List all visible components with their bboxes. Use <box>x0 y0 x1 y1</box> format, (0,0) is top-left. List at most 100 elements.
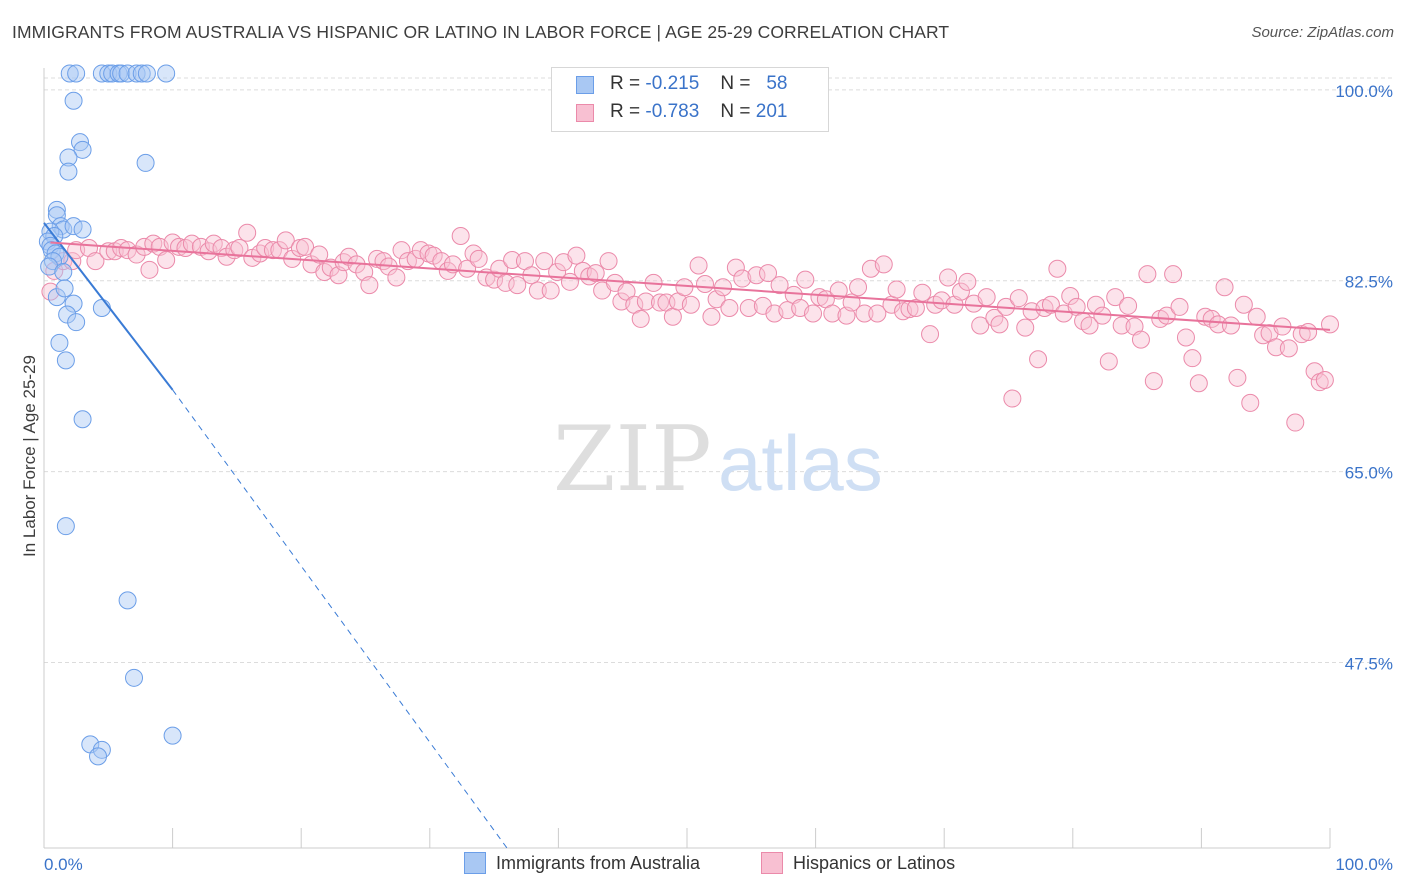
hispanic-point <box>1247 307 1266 326</box>
hispanic-point <box>1099 352 1118 371</box>
hispanic-point <box>804 304 823 323</box>
y-tick-label: 65.0% <box>1345 464 1393 483</box>
hispanic-point <box>829 281 848 300</box>
hispanic-point <box>770 276 789 295</box>
australia-point <box>64 91 83 110</box>
hispanic-point <box>631 309 650 328</box>
australia-trend-extension <box>172 389 508 849</box>
hispanic-point <box>874 255 893 274</box>
australia-point <box>58 305 77 324</box>
australia-point <box>67 313 86 332</box>
hispanic-point <box>796 270 815 289</box>
hispanic-point <box>681 295 700 314</box>
hispanic-point <box>157 251 176 269</box>
trend-lines <box>43 222 1331 849</box>
hispanic-point <box>392 241 411 260</box>
hispanic-point <box>1144 372 1163 391</box>
legend-swatch-pink <box>576 104 594 122</box>
bottom-legend-swatch-pink <box>761 852 783 874</box>
hispanic-point <box>1119 296 1138 315</box>
hispanic-point <box>1138 265 1157 284</box>
australia-point <box>137 64 156 83</box>
hispanic-point <box>528 281 547 300</box>
hispanic-point <box>1209 315 1228 334</box>
hispanic-point <box>1266 338 1285 357</box>
watermark-atlas: atlas <box>718 419 883 507</box>
hispanic-point <box>535 252 554 271</box>
hispanic-point <box>443 255 462 274</box>
australia-point <box>67 64 86 83</box>
hispanic-point <box>451 227 470 245</box>
hispanic-point <box>1029 350 1048 369</box>
legend-r-label: R = <box>610 73 641 94</box>
hispanic-point <box>977 288 996 307</box>
hispanic-point <box>1170 297 1189 316</box>
hispanic-point <box>1215 278 1234 297</box>
hispanic-point <box>1241 393 1260 412</box>
hispanic-point <box>230 239 249 257</box>
hispanic-point <box>810 288 829 307</box>
legend-swatch-blue <box>576 76 594 94</box>
hispanic-point <box>541 281 560 300</box>
hispanic-trend-line <box>50 241 1331 331</box>
hispanic-point <box>296 237 315 256</box>
australia-trend-line <box>43 222 174 391</box>
hispanic-point <box>1286 413 1305 432</box>
hispanic-point <box>951 282 970 301</box>
legend-r-label: R = <box>610 101 641 122</box>
hispanic-point <box>1131 330 1150 349</box>
australia-point <box>136 153 155 172</box>
hispanic-point <box>720 299 739 317</box>
hispanic-point <box>217 247 236 266</box>
hispanic-point <box>1228 368 1247 387</box>
axes <box>43 68 1331 849</box>
hispanic-point <box>360 276 379 295</box>
australia-point <box>99 64 118 83</box>
hispanic-point <box>990 315 1009 334</box>
chart-title: IMMIGRANTS FROM AUSTRALIA VS HISPANIC OR… <box>12 22 950 42</box>
hispanic-point <box>1125 317 1144 336</box>
tick-labels: 100.0% 82.5% 65.0% 47.5% 0.0% 100.0% <box>44 82 1393 874</box>
hispanic-point <box>739 299 758 317</box>
hispanic-point <box>1189 374 1208 393</box>
legend-r-value: -0.215 <box>645 73 700 94</box>
australia-point <box>103 64 122 83</box>
hispanic-point <box>1292 325 1311 344</box>
y-tick-label: 100.0% <box>1335 82 1393 101</box>
hispanic-point <box>958 272 977 291</box>
hispanic-point <box>913 283 932 302</box>
australia-point <box>64 294 83 313</box>
x-tick-label: 0.0% <box>44 855 83 874</box>
hispanic-point <box>747 266 766 285</box>
hispanic-point <box>823 304 842 323</box>
australia-point <box>89 747 108 766</box>
x-tick-label: 100.0% <box>1335 855 1393 874</box>
hispanic-point <box>1061 287 1080 305</box>
hispanic-point <box>636 292 655 311</box>
australia-point <box>163 726 182 745</box>
legend-n-label: N = <box>720 101 751 122</box>
hispanic-point <box>276 231 295 250</box>
source-label: Source: ZipAtlas.com <box>1251 24 1394 41</box>
y-tick-label: 82.5% <box>1345 273 1393 292</box>
hispanic-point <box>855 304 874 323</box>
hispanic-point <box>1299 323 1318 341</box>
hispanic-point <box>140 260 159 279</box>
hispanic-point <box>586 264 605 283</box>
hispanic-point <box>127 245 146 264</box>
hispanic-point <box>939 268 958 287</box>
hispanic-point <box>1234 295 1253 314</box>
hispanic-point <box>921 325 940 344</box>
hispanic-point <box>1080 316 1099 335</box>
hispanic-point <box>868 304 887 323</box>
australia-point <box>55 279 74 298</box>
hispanic-point <box>290 239 309 257</box>
hispanic-point <box>1112 316 1131 335</box>
legend-n-label: N = <box>720 73 751 94</box>
hispanic-point <box>567 246 586 265</box>
legend-n-value: 201 <box>755 101 788 122</box>
australia-point <box>118 591 137 610</box>
australia-point <box>59 162 78 181</box>
australia-point <box>40 257 59 276</box>
